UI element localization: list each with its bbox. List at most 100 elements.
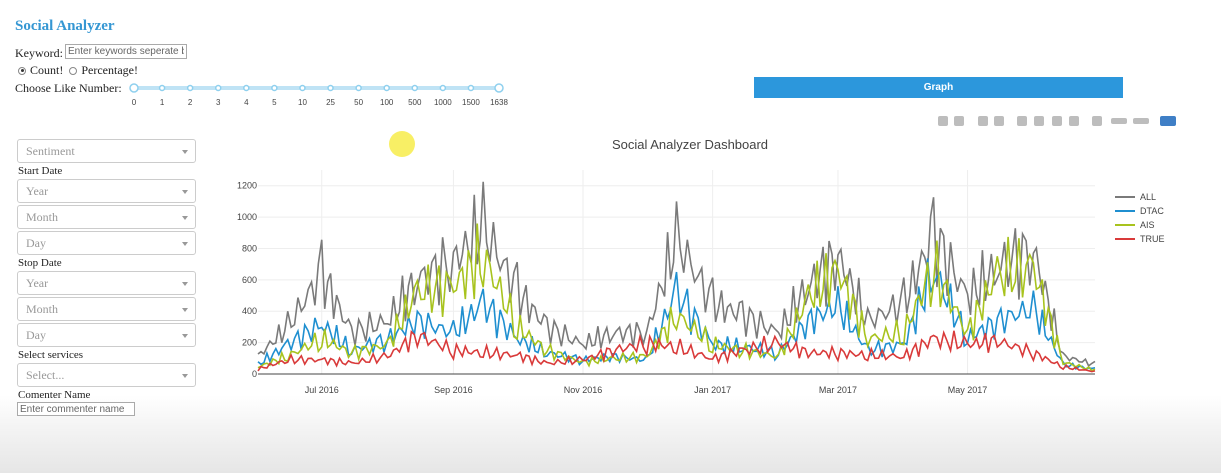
hover-closest-icon[interactable]: [1111, 118, 1127, 124]
plotly-logo-icon[interactable]: [1160, 116, 1176, 126]
start-day-dropdown[interactable]: Day: [17, 231, 196, 255]
percentage-radio-label: Percentage!: [81, 63, 138, 77]
mode-radio-group: Count! Percentage!: [18, 63, 138, 78]
slider-tick-label: 1638: [490, 98, 508, 107]
slider-mark: [327, 84, 334, 92]
slider-tick-label: 5: [272, 98, 277, 107]
hover-compare-icon[interactable]: [1133, 118, 1149, 124]
chevron-down-icon: [182, 374, 188, 378]
stop-date-label: Stop Date: [18, 257, 62, 269]
sentiment-dropdown-value: Sentiment: [26, 144, 75, 158]
x-tick-label: Jul 2016: [305, 385, 339, 395]
slider-tick-label: 10: [298, 98, 307, 107]
zoom-in-icon[interactable]: [1017, 116, 1027, 126]
chevron-down-icon: [182, 282, 188, 286]
slider-mark: [355, 84, 362, 92]
stop-year-value: Year: [26, 276, 49, 290]
slider-tick-label: 100: [380, 98, 394, 107]
commenter-name-label: Comenter Name: [18, 389, 91, 401]
legend-label[interactable]: AIS: [1140, 220, 1155, 230]
stop-month-value: Month: [26, 302, 59, 316]
save-icon[interactable]: [954, 116, 964, 126]
y-tick-label: 200: [242, 338, 257, 348]
services-dropdown[interactable]: Select...: [17, 363, 196, 387]
y-tick-label: 0: [252, 369, 257, 379]
slider-mark: [467, 84, 475, 92]
legend-label[interactable]: TRUE: [1140, 234, 1165, 244]
services-dropdown-value: Select...: [26, 368, 65, 382]
legend-label[interactable]: DTAC: [1140, 206, 1164, 216]
slider-mark: [214, 84, 222, 92]
chart-title: Social Analyzer Dashboard: [612, 137, 768, 152]
slider-mark: [383, 84, 390, 92]
x-tick-label: Mar 2017: [819, 385, 857, 395]
series-line-ais: [257, 223, 1096, 372]
percentage-radio[interactable]: [69, 66, 78, 75]
y-tick-label: 600: [242, 275, 257, 285]
chevron-down-icon: [182, 216, 188, 220]
cursor-highlight: [389, 131, 415, 157]
zoom-icon[interactable]: [978, 116, 988, 126]
stop-day-value: Day: [26, 328, 46, 342]
stop-year-dropdown[interactable]: Year: [17, 271, 196, 295]
series-line-dtac: [257, 258, 1096, 371]
legend-label[interactable]: ALL: [1140, 192, 1156, 202]
slider-tick-label: 2: [188, 98, 193, 107]
y-tick-label: 1200: [237, 181, 257, 191]
x-tick-label: Sep 2016: [434, 385, 473, 395]
count-radio-label: Count!: [30, 63, 64, 77]
slider-tick-label: 25: [326, 98, 335, 107]
slider-handle[interactable]: [129, 83, 139, 93]
stop-day-dropdown[interactable]: Day: [17, 323, 196, 347]
slider-mark: [186, 84, 194, 92]
series-line-true: [257, 329, 1096, 373]
y-tick-label: 400: [242, 306, 257, 316]
select-services-label: Select services: [18, 349, 84, 361]
keyword-input[interactable]: [65, 44, 187, 59]
slider-tick-label: 1000: [434, 98, 452, 107]
keyword-label: Keyword:: [15, 46, 63, 60]
slider-handle[interactable]: [494, 83, 504, 93]
count-radio[interactable]: [18, 66, 26, 75]
slider-tick-label: 50: [354, 98, 363, 107]
slider-mark: [439, 84, 447, 92]
start-month-value: Month: [26, 210, 59, 224]
spike-icon[interactable]: [1092, 116, 1102, 126]
x-tick-label: Nov 2016: [564, 385, 603, 395]
like-number-slider[interactable]: 0 1 2 3 4 5 10 25 50 100 500 1000 1500 1638: [128, 82, 508, 110]
chevron-down-icon: [182, 242, 188, 246]
like-number-label: Choose Like Number:: [15, 81, 122, 95]
chevron-down-icon: [182, 308, 188, 312]
slider-tick-label: 4: [244, 98, 249, 107]
start-day-value: Day: [26, 236, 46, 250]
x-tick-label: Jan 2017: [694, 385, 731, 395]
slider-tick-label: 0: [132, 98, 137, 107]
slider-tick-label: 3: [216, 98, 221, 107]
start-month-dropdown[interactable]: Month: [17, 205, 196, 229]
chevron-down-icon: [182, 150, 188, 154]
chevron-down-icon: [182, 190, 188, 194]
home-icon[interactable]: [1069, 116, 1079, 126]
autoscale-icon[interactable]: [1052, 116, 1062, 126]
commenter-name-input[interactable]: [17, 402, 135, 416]
start-year-dropdown[interactable]: Year: [17, 179, 196, 203]
chevron-down-icon: [182, 334, 188, 338]
zoom-out-icon[interactable]: [1034, 116, 1044, 126]
y-tick-label: 800: [242, 243, 257, 253]
start-year-value: Year: [26, 184, 49, 198]
sentiment-dropdown[interactable]: Sentiment: [17, 139, 196, 163]
slider-tick-label: 500: [408, 98, 422, 107]
slider-mark: [243, 84, 250, 92]
stop-month-dropdown[interactable]: Month: [17, 297, 196, 321]
slider-mark: [158, 84, 166, 92]
graph-button[interactable]: Graph: [754, 77, 1123, 98]
y-tick-label: 1000: [237, 212, 257, 222]
slider-tick-label: 1: [160, 98, 165, 107]
x-tick-label: May 2017: [948, 385, 988, 395]
slider-mark: [299, 84, 306, 92]
slider-mark: [271, 84, 278, 92]
pan-icon[interactable]: [994, 116, 1004, 126]
camera-icon[interactable]: [938, 116, 948, 126]
line-chart: Social Analyzer Dashboard 0 200 400 600 800 10…: [237, 137, 1165, 395]
app-title: Social Analyzer: [15, 18, 115, 34]
